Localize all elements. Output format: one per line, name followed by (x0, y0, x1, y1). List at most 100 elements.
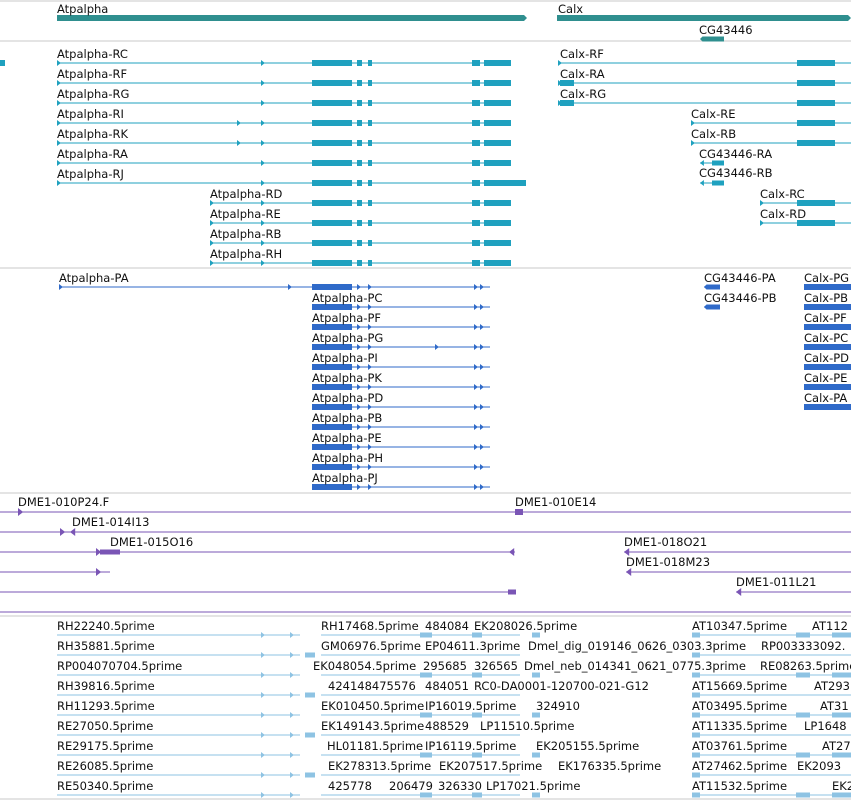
est-label[interactable]: EK2 (832, 779, 851, 793)
transcript-label[interactable]: Atpalpha-RJ (57, 167, 124, 181)
est-label[interactable]: AT31 (820, 699, 849, 713)
est-label[interactable]: RE27050.5prime (57, 719, 154, 733)
est-label[interactable]: EK205155.5prime (536, 739, 640, 753)
transcript-label[interactable]: Atpalpha-RA (57, 147, 128, 161)
est-label[interactable]: EK208026.5prime (474, 619, 578, 633)
est-label[interactable]: 295685 (423, 659, 467, 673)
est-label[interactable]: RP004070704.5prime (57, 659, 183, 673)
gene-label-cg43446[interactable]: CG43446 (699, 23, 753, 37)
transcript-label[interactable]: Atpalpha-RF (57, 67, 128, 81)
est-label[interactable]: LP11510.5prime (480, 719, 575, 733)
est-label[interactable]: RE50340.5prime (57, 779, 154, 793)
transcript-label[interactable]: Atpalpha-RH (210, 247, 283, 261)
protein-label[interactable]: Atpalpha-PK (312, 371, 382, 385)
protein-label[interactable]: Atpalpha-PI (312, 351, 378, 365)
protein-label[interactable]: Atpalpha-PF (312, 311, 382, 325)
protein-label[interactable]: Atpalpha-PC (312, 291, 383, 305)
transcript-label[interactable]: Atpalpha-RG (57, 87, 130, 101)
transcript-label[interactable]: Calx-RC (760, 187, 805, 201)
est-label[interactable]: RH22240.5prime (57, 619, 155, 633)
protein-label[interactable]: Atpalpha-PJ (312, 471, 378, 485)
probe-label[interactable]: DME1-010E14 (515, 495, 597, 509)
protein-label[interactable]: Calx-PG (804, 271, 850, 285)
est-label[interactable]: RH35881.5prime (57, 639, 155, 653)
est-label[interactable]: EK176335.5prime (558, 759, 662, 773)
est-label[interactable]: EK2093 (797, 759, 842, 773)
est-label[interactable]: EK010450.5prime (321, 699, 425, 713)
est-label[interactable]: 484084 (425, 619, 469, 633)
est-label[interactable]: EK207517.5prime (439, 759, 543, 773)
protein-label[interactable]: Atpalpha-PG (312, 331, 384, 345)
est-label[interactable]: 425778 (328, 779, 372, 793)
protein-label[interactable]: Calx-PE (804, 371, 848, 385)
transcript-label[interactable]: Calx-RE (691, 107, 736, 121)
est-label[interactable]: RE26085.5prime (57, 759, 154, 773)
transcript-label[interactable]: CG43446-RB (699, 166, 773, 180)
est-label[interactable]: LP1648 (804, 719, 847, 733)
probe-label[interactable]: DME1-015O16 (110, 535, 194, 549)
est-label[interactable]: LP17021.5prime (486, 779, 581, 793)
est-label[interactable]: 326330 (438, 779, 482, 793)
gene-label-calx[interactable]: Calx (558, 2, 584, 16)
transcript-label[interactable]: Atpalpha-RE (210, 207, 281, 221)
est-label[interactable]: RE29175.5prime (57, 739, 154, 753)
est-label[interactable]: Dmel_dig_019146_0626_0303.3prime (528, 639, 747, 653)
est-label[interactable]: AT112 (812, 619, 848, 633)
est-label[interactable]: 488529 (425, 719, 469, 733)
est-label[interactable]: AT293 (814, 679, 850, 693)
est-label[interactable]: AT10347.5prime (692, 619, 788, 633)
est-label[interactable]: EK278313.5prime (328, 759, 432, 773)
est-label[interactable]: HL01181.5prime (327, 739, 424, 753)
est-label[interactable]: EK048054.5prime (313, 659, 417, 673)
probe-label[interactable]: DME1-014I13 (72, 515, 150, 529)
est-label[interactable]: AT03495.5prime (692, 699, 788, 713)
gene-label-atpalpha[interactable]: Atpalpha (57, 2, 109, 16)
transcript-label[interactable]: Calx-RA (560, 67, 605, 81)
est-label[interactable]: RP003333092. (761, 639, 846, 653)
protein-label[interactable]: Calx-PF (804, 311, 847, 325)
transcript-label[interactable]: Atpalpha-RD (210, 187, 283, 201)
transcript-label[interactable]: Atpalpha-RI (57, 107, 124, 121)
protein-label[interactable]: Calx-PA (804, 391, 848, 405)
protein-label[interactable]: Atpalpha-PH (312, 451, 384, 465)
est-label[interactable]: 484051 (425, 679, 469, 693)
est-label[interactable]: Dmel_neb_014341_0621_0775.3prime (524, 659, 746, 673)
est-label[interactable]: EP04611.3prime (425, 639, 521, 653)
est-label[interactable]: AT15669.5prime (692, 679, 788, 693)
est-label[interactable]: AT11335.5prime (692, 719, 788, 733)
est-label[interactable]: 206479 (389, 779, 433, 793)
transcript-label[interactable]: Atpalpha-RC (57, 47, 128, 61)
est-label[interactable]: RH11293.5prime (57, 699, 155, 713)
transcript-label[interactable]: Calx-RF (560, 47, 604, 61)
est-label[interactable]: 324910 (536, 699, 580, 713)
est-label[interactable]: AT27462.5prime (692, 759, 788, 773)
est-label[interactable]: 424148475576 (328, 679, 416, 693)
protein-label[interactable]: Atpalpha-PB (312, 411, 383, 425)
transcript-label[interactable]: Calx-RG (560, 87, 607, 101)
transcript-label[interactable]: Calx-RD (760, 207, 807, 221)
protein-label[interactable]: Atpalpha-PE (312, 431, 382, 445)
transcript-label[interactable]: Atpalpha-RK (57, 127, 129, 141)
transcript-label[interactable]: Calx-RB (691, 127, 737, 141)
protein-label[interactable]: CG43446-PB (704, 291, 777, 305)
est-label[interactable]: EK149143.5prime (321, 719, 425, 733)
est-label[interactable]: GM06976.5prime (321, 639, 421, 653)
est-label[interactable]: RC0-DA0001-120700-021-G12 (474, 679, 649, 693)
est-label[interactable]: RH17468.5prime (321, 619, 419, 633)
probe-label[interactable]: DME1-018M23 (626, 555, 711, 569)
est-label[interactable]: RE08263.5prime (760, 659, 851, 673)
protein-label[interactable]: Calx-PD (804, 351, 850, 365)
probe-label[interactable]: DME1-010P24.F (18, 495, 110, 509)
protein-label[interactable]: Atpalpha-PA (59, 271, 129, 285)
protein-label[interactable]: Calx-PB (804, 291, 849, 305)
est-label[interactable]: 326565 (474, 659, 518, 673)
est-label[interactable]: AT03761.5prime (692, 739, 788, 753)
probe-label[interactable]: DME1-011L21 (736, 575, 817, 589)
protein-label[interactable]: CG43446-PA (704, 271, 776, 285)
protein-label[interactable]: Calx-PC (804, 331, 849, 345)
est-label[interactable]: RH39816.5prime (57, 679, 155, 693)
probe-label[interactable]: DME1-018O21 (624, 535, 708, 549)
est-label[interactable]: IP16019.5prime (425, 699, 517, 713)
est-label[interactable]: AT27 (822, 739, 851, 753)
transcript-label[interactable]: CG43446-RA (699, 147, 773, 161)
